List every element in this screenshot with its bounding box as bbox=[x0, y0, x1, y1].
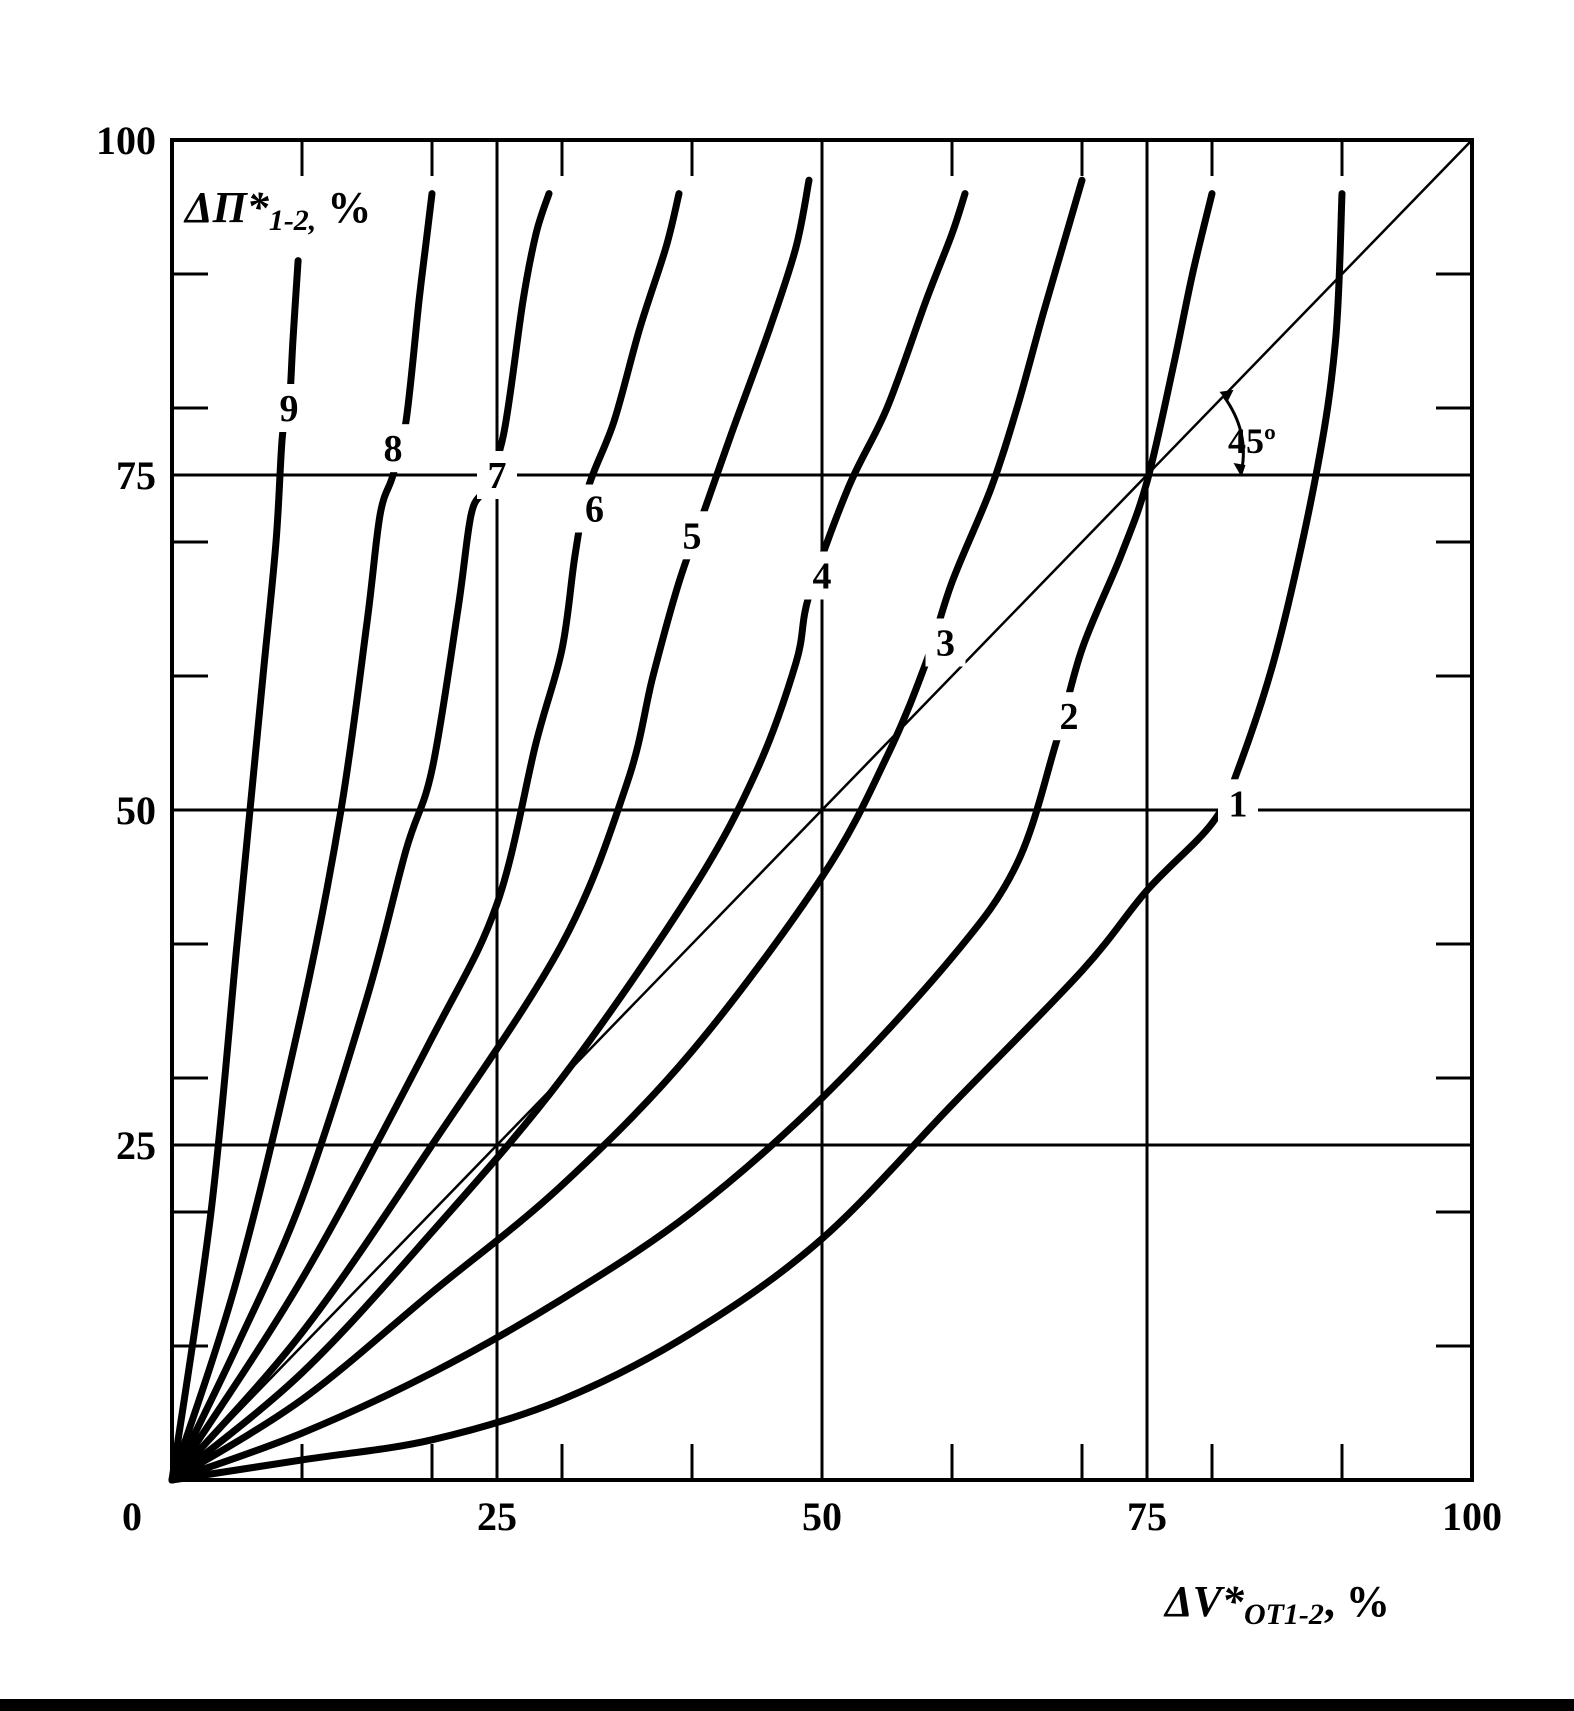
bottom-rule bbox=[0, 1699, 1574, 1711]
curve-label-bg-9 bbox=[269, 384, 309, 432]
y-tick-label-100: 100 bbox=[96, 118, 156, 163]
curve-label-bg-6 bbox=[574, 484, 615, 533]
y-axis-title-sub: 1-2, bbox=[269, 204, 317, 237]
x-axis-title-main: ΔV* bbox=[1163, 1577, 1245, 1626]
y-axis-title-unit: % bbox=[316, 183, 371, 232]
curve-8 bbox=[168, 190, 436, 1484]
reference-line-45 bbox=[171, 139, 1473, 1481]
x-axis-title-sub: OT1-2 bbox=[1244, 1598, 1324, 1631]
x-tick-label-100: 100 bbox=[1442, 1494, 1502, 1539]
curve-label-bg-8 bbox=[373, 424, 413, 473]
curve-label-bg-3 bbox=[925, 618, 966, 667]
curve-label-6: 6 bbox=[585, 489, 604, 531]
reference-line bbox=[171, 139, 1473, 1481]
curve-label-3: 3 bbox=[936, 623, 955, 665]
angle-arc bbox=[1222, 395, 1245, 472]
curve-label-bg-1 bbox=[1218, 779, 1258, 828]
angle-arrow-top bbox=[1219, 389, 1234, 402]
y-tick-label-75: 75 bbox=[116, 453, 156, 498]
curve-label-1: 1 bbox=[1229, 783, 1248, 825]
x-tick-label-75: 75 bbox=[1127, 1494, 1167, 1539]
y-tick-label-25: 25 bbox=[116, 1123, 156, 1168]
curves bbox=[168, 176, 1346, 1484]
curve-7 bbox=[168, 190, 553, 1484]
origin-label: 0 bbox=[122, 1494, 142, 1539]
curve-label-4: 4 bbox=[813, 556, 832, 598]
curve-label-9: 9 bbox=[280, 388, 299, 430]
x-tick-label-50: 50 bbox=[802, 1494, 842, 1539]
curve-1 bbox=[168, 190, 1346, 1484]
x-tick-label-25: 25 bbox=[477, 1494, 517, 1539]
x-axis-title-unit: , % bbox=[1324, 1577, 1390, 1626]
curve-4 bbox=[168, 190, 969, 1484]
curve-2 bbox=[168, 190, 1216, 1484]
curve-6 bbox=[168, 190, 683, 1484]
curve-3 bbox=[168, 176, 1086, 1484]
curve-5 bbox=[168, 176, 813, 1484]
angle-arrow-bottom bbox=[1233, 463, 1246, 477]
y-tick-label-50: 50 bbox=[116, 788, 156, 833]
curve-label-bg-4 bbox=[802, 551, 842, 600]
y-axis-title-main: ΔП* bbox=[183, 183, 270, 232]
curve-label-5: 5 bbox=[683, 515, 702, 557]
curve-label-2: 2 bbox=[1060, 696, 1079, 738]
y-axis-title: ΔП*1-2, % bbox=[183, 183, 371, 237]
x-axis-title: ΔV*OT1-2, % bbox=[1163, 1577, 1390, 1631]
plot-frame bbox=[170, 138, 1474, 1482]
curve-label-bg-2 bbox=[1049, 692, 1089, 741]
angle-label: 45º bbox=[1228, 421, 1276, 461]
curve-label-bg-5 bbox=[672, 511, 712, 560]
curve-label-7: 7 bbox=[488, 455, 507, 497]
curve-label-bg-7 bbox=[477, 451, 517, 499]
curve-label-8: 8 bbox=[384, 428, 403, 470]
curve-labels: 1 2 3 4 5 6 7 8 9 bbox=[269, 384, 1258, 828]
